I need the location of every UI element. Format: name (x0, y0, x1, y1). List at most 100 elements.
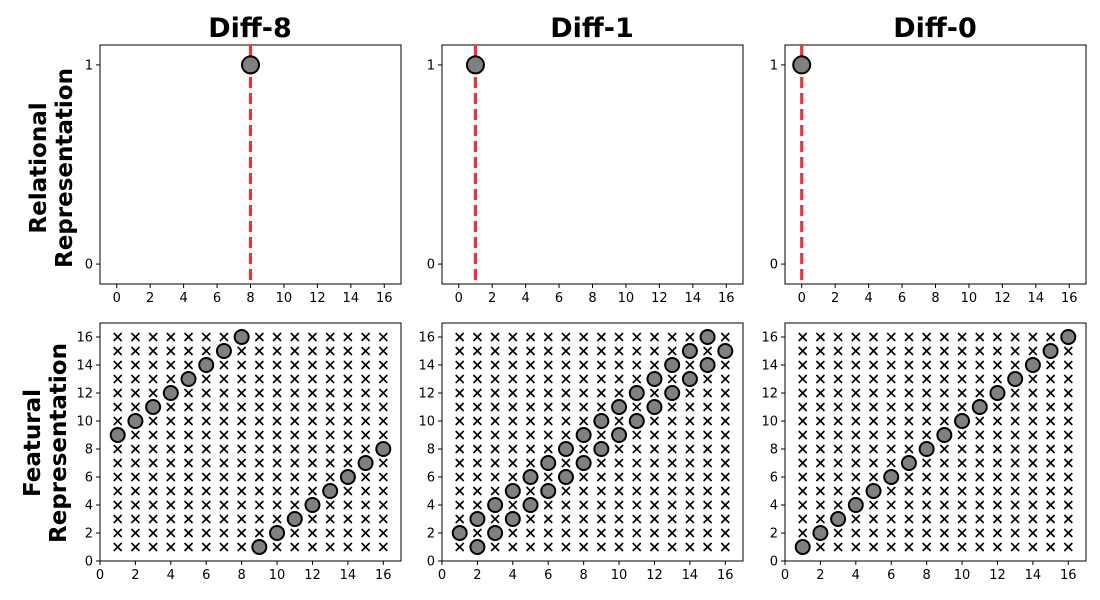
grid-cross-marker (703, 542, 713, 552)
featural-point (304, 497, 321, 513)
grid-cross-marker (543, 388, 553, 398)
featural-point (145, 399, 162, 415)
featural-panel-diff-8: 0 2 4 6 8 10 12 14 16 0 2 4 6 8 10 12 14 16 (76, 322, 402, 583)
grid-cross-marker (833, 444, 843, 454)
grid-cross-marker (579, 472, 589, 482)
grid-cross-marker (325, 374, 335, 384)
grid-cross-marker (614, 332, 624, 342)
grid-cross-marker (307, 430, 318, 440)
featural-point (180, 371, 197, 387)
grid-cross-marker (685, 402, 695, 412)
grid-cross-marker (886, 430, 896, 440)
grid-cross-marker (1046, 542, 1056, 552)
grid-cross-marker (798, 486, 808, 496)
grid-cross-marker (201, 528, 211, 538)
featural-point (717, 343, 734, 359)
relational-diff-8-xtick-label: 4 (179, 291, 187, 306)
grid-cross-marker (632, 528, 642, 538)
grid-cross-marker (166, 514, 176, 524)
featural-diff-8-xtick-label: 16 (375, 568, 392, 583)
grid-cross-marker (904, 542, 914, 552)
grid-cross-marker (254, 514, 264, 524)
grid-cross-marker (798, 346, 808, 356)
row-label-relational-line1: Relational (26, 102, 52, 233)
grid-cross-marker (1063, 500, 1073, 510)
grid-cross-marker (886, 402, 896, 412)
relational-diff-1-xtick-label: 4 (521, 291, 529, 306)
grid-cross-marker (851, 388, 861, 398)
featural-diff-1-ytick-label: 6 (427, 471, 435, 486)
grid-cross-marker (939, 388, 949, 398)
featural-diff-8-frame (99, 322, 402, 562)
grid-cross-marker (325, 528, 335, 538)
grid-cross-marker (307, 514, 318, 524)
featural-diff-0-xtick-label: 12 (989, 568, 1006, 583)
grid-cross-marker (183, 402, 194, 412)
relational-diff-0-ytick-label: 1 (770, 58, 778, 73)
grid-cross-marker (307, 346, 318, 356)
grid-cross-marker (614, 542, 624, 552)
grid-cross-marker (649, 472, 660, 482)
featural-point (699, 329, 716, 345)
grid-cross-marker (525, 402, 536, 412)
grid-cross-marker (649, 514, 660, 524)
grid-cross-marker (237, 402, 247, 412)
grid-cross-marker (975, 388, 985, 398)
grid-cross-marker (1010, 346, 1020, 356)
grid-cross-marker (508, 416, 518, 426)
grid-cross-marker (378, 458, 388, 468)
grid-cross-marker (720, 388, 730, 398)
featural-diff-1-xtick-label: 14 (682, 568, 699, 583)
grid-cross-marker (490, 444, 500, 454)
grid-cross-marker (472, 402, 482, 412)
grid-cross-marker (975, 430, 985, 440)
grid-cross-marker (649, 346, 660, 356)
grid-cross-marker (614, 346, 624, 356)
featural-diff-0-ytick-label: 6 (770, 471, 778, 486)
grid-cross-marker (290, 374, 300, 384)
featural-diff-0-xtick-label: 14 (1025, 568, 1042, 583)
grid-cross-marker (922, 472, 932, 482)
grid-cross-marker (1063, 360, 1073, 370)
grid-cross-marker (183, 514, 194, 524)
grid-cross-marker (1063, 430, 1073, 440)
featural-diff-8-xtick-label: 14 (340, 568, 357, 583)
column-title-diff-8: Diff-8 (208, 13, 292, 44)
featural-diff-8-xtick-label: 2 (131, 568, 139, 583)
grid-cross-marker (992, 472, 1003, 482)
featural-diff-1-ytick-label: 4 (427, 499, 435, 514)
grid-cross-marker (130, 486, 140, 496)
grid-cross-marker (815, 500, 825, 510)
grid-cross-marker (632, 486, 642, 496)
grid-cross-marker (561, 528, 571, 538)
grid-cross-marker (508, 500, 518, 510)
grid-cross-marker (490, 542, 500, 552)
grid-cross-marker (472, 528, 482, 538)
featural-diff-8-ytick-label: 6 (85, 471, 93, 486)
grid-cross-marker (798, 458, 808, 468)
grid-cross-marker (183, 430, 194, 440)
grid-cross-marker (579, 360, 589, 370)
grid-cross-marker (1063, 528, 1073, 538)
featural-diff-8-ytick-label: 0 (85, 555, 93, 570)
grid-cross-marker (851, 360, 861, 370)
grid-cross-marker (272, 374, 282, 384)
grid-cross-marker (1028, 486, 1038, 496)
grid-cross-marker (596, 332, 606, 342)
grid-cross-marker (130, 500, 140, 510)
grid-cross-marker (957, 332, 967, 342)
featural-diff-8-ytick-label: 16 (76, 331, 93, 346)
featural-diff-0-xtick-label: 10 (954, 568, 971, 583)
grid-cross-marker (325, 472, 335, 482)
grid-cross-marker (632, 360, 642, 370)
grid-cross-marker (667, 514, 677, 524)
featural-diff-1-ytick-label: 2 (427, 527, 435, 542)
grid-cross-marker (851, 416, 861, 426)
grid-cross-marker (113, 472, 123, 482)
grid-cross-marker (957, 388, 967, 398)
row-label-featural-line2: Representation (46, 343, 72, 543)
grid-cross-marker (868, 514, 879, 524)
grid-cross-marker (1028, 402, 1038, 412)
grid-cross-marker (490, 360, 500, 370)
